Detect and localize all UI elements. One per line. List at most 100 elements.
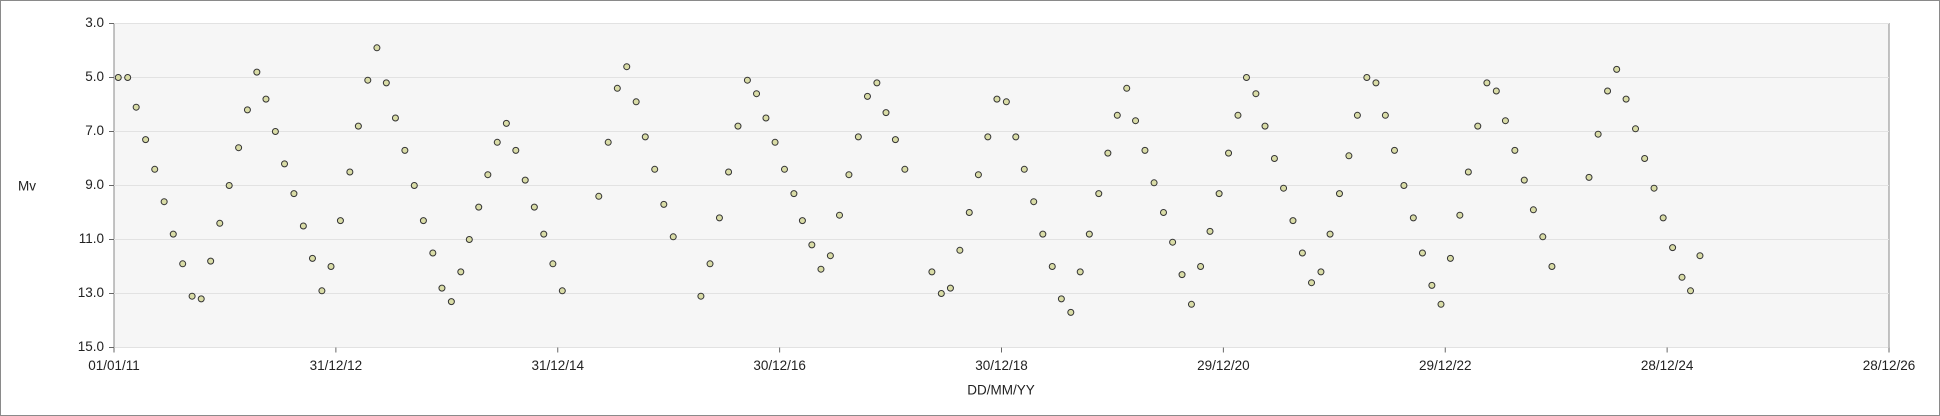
point [1326, 230, 1334, 238]
point [1696, 252, 1704, 260]
x-tick-label: 31/12/12 [310, 358, 363, 373]
point [1270, 155, 1278, 162]
point [1381, 111, 1389, 119]
point [373, 44, 381, 52]
point [327, 263, 335, 270]
point [1511, 146, 1519, 154]
point [410, 182, 418, 189]
point [124, 74, 132, 81]
point [1095, 190, 1103, 198]
point [1353, 111, 1361, 119]
point [1400, 182, 1408, 189]
point [1428, 281, 1436, 289]
point [660, 200, 668, 208]
point [1641, 155, 1649, 162]
point [863, 92, 871, 100]
point [1113, 111, 1121, 119]
point [1057, 295, 1065, 303]
point [1456, 211, 1464, 219]
point [1464, 168, 1472, 176]
point [235, 144, 243, 152]
point [1520, 176, 1528, 184]
point [891, 136, 899, 144]
point [207, 257, 215, 265]
point [1002, 98, 1010, 106]
point [1317, 268, 1325, 276]
point [613, 84, 621, 92]
point [1409, 214, 1417, 222]
point [1048, 263, 1056, 270]
x-tick-label: 28/12/24 [1641, 358, 1694, 373]
point [1085, 230, 1093, 238]
point [1548, 263, 1556, 270]
point [558, 287, 566, 295]
point [1067, 308, 1075, 316]
y-tick-label: 13.0 [78, 285, 104, 300]
point [225, 182, 233, 189]
point [762, 114, 770, 122]
point [160, 198, 168, 206]
y-tick-label: 11.0 [79, 231, 104, 246]
point [1390, 146, 1398, 154]
point [216, 219, 224, 227]
point [1159, 209, 1167, 216]
point [1437, 300, 1445, 308]
point [873, 79, 881, 87]
point [1012, 133, 1020, 141]
point [965, 209, 973, 216]
point [1187, 300, 1195, 308]
point [540, 230, 548, 238]
point [308, 254, 316, 262]
point [595, 192, 603, 200]
point [651, 165, 659, 173]
point [253, 68, 261, 76]
point [1622, 95, 1630, 103]
point [1483, 79, 1491, 87]
point [1594, 130, 1602, 138]
point [346, 168, 354, 176]
point [1678, 273, 1686, 281]
point [808, 241, 816, 249]
point [1242, 74, 1250, 81]
point [901, 165, 909, 173]
x-axis-title: DD/MM/YY [967, 383, 1035, 398]
point [771, 138, 779, 146]
x-tick-label: 29/12/20 [1197, 358, 1250, 373]
point [382, 79, 390, 87]
point [1206, 227, 1214, 235]
point [281, 160, 289, 168]
point [790, 190, 798, 198]
point [521, 176, 529, 184]
point [1261, 122, 1269, 130]
point [1604, 87, 1612, 95]
point [1650, 184, 1658, 192]
point [457, 268, 465, 276]
x-tick-label: 30/12/18 [975, 358, 1028, 373]
point [465, 236, 473, 243]
point [512, 146, 520, 154]
point [743, 76, 751, 84]
point [271, 128, 279, 135]
point [114, 74, 122, 81]
point [623, 63, 631, 71]
y-tick-label: 9.0 [85, 177, 104, 192]
point [882, 109, 890, 117]
point [1123, 84, 1131, 92]
point [1418, 249, 1426, 257]
point [1492, 87, 1500, 95]
x-tick-label: 28/12/26 [1863, 358, 1916, 373]
point [1372, 79, 1380, 87]
point [401, 146, 409, 154]
point [1178, 271, 1186, 279]
point [826, 252, 834, 260]
point [725, 168, 733, 176]
point [1280, 184, 1288, 192]
point [1345, 152, 1353, 160]
point [632, 98, 640, 106]
point [1659, 214, 1667, 222]
point [1585, 173, 1593, 181]
point [1687, 287, 1695, 295]
point [336, 217, 344, 225]
point [974, 171, 982, 179]
